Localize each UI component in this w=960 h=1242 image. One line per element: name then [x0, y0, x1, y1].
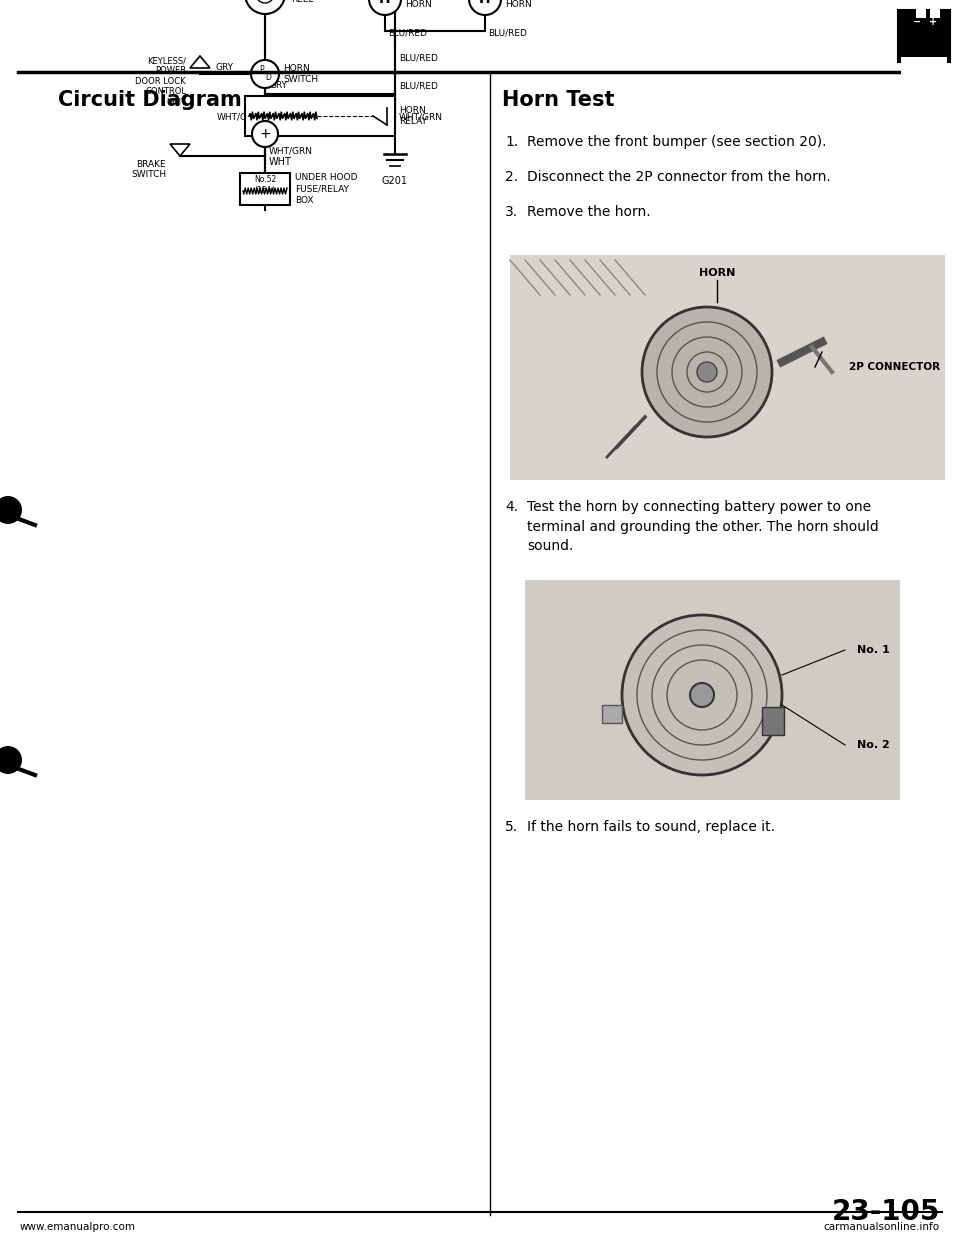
- Text: Circuit Diagram: Circuit Diagram: [58, 89, 242, 111]
- Text: Remove the front bumper (see section 20).: Remove the front bumper (see section 20)…: [527, 135, 827, 149]
- Circle shape: [697, 361, 717, 383]
- Text: UNDER HOOD
FUSE/RELAY
BOX: UNDER HOOD FUSE/RELAY BOX: [295, 174, 357, 205]
- Text: P: P: [260, 66, 264, 75]
- Circle shape: [245, 0, 285, 14]
- Text: 23-105: 23-105: [831, 1199, 940, 1226]
- Text: 5.: 5.: [505, 820, 518, 833]
- Text: G201: G201: [382, 176, 408, 186]
- Text: +: +: [929, 17, 937, 27]
- Text: www.emanualpro.com: www.emanualpro.com: [20, 1222, 136, 1232]
- Text: HORN: HORN: [699, 268, 735, 278]
- Circle shape: [251, 60, 279, 88]
- Text: HIGH
HORN: HIGH HORN: [405, 0, 432, 9]
- Circle shape: [256, 0, 274, 2]
- Text: LOW
HORN: LOW HORN: [505, 0, 532, 9]
- Text: Test the horn by connecting battery power to one
terminal and grounding the othe: Test the horn by connecting battery powe…: [527, 501, 878, 553]
- Circle shape: [252, 120, 278, 147]
- Circle shape: [622, 615, 782, 775]
- Text: D: D: [265, 73, 271, 82]
- Text: H: H: [479, 0, 491, 6]
- Circle shape: [469, 0, 501, 15]
- Text: 3.: 3.: [505, 205, 518, 219]
- Text: KEYLESS/
POWER
DOOR LOCK
CONTROL
UNIT: KEYLESS/ POWER DOOR LOCK CONTROL UNIT: [135, 56, 186, 107]
- Text: BLU/RED: BLU/RED: [488, 29, 527, 37]
- Text: 4.: 4.: [505, 501, 518, 514]
- Text: 2P CONNECTOR: 2P CONNECTOR: [849, 361, 940, 373]
- Text: WHT/GRN: WHT/GRN: [217, 113, 261, 122]
- Text: WHT/GRN: WHT/GRN: [269, 147, 313, 155]
- Text: GRY: GRY: [269, 82, 287, 91]
- Bar: [525, 580, 900, 800]
- Text: H: H: [379, 0, 391, 6]
- Text: Remove the horn.: Remove the horn.: [527, 205, 651, 219]
- Text: carmanualsonline.info: carmanualsonline.info: [824, 1222, 940, 1232]
- Polygon shape: [190, 56, 210, 68]
- Text: No. 1: No. 1: [857, 645, 890, 655]
- Bar: [930, 7, 940, 17]
- Bar: [916, 7, 926, 17]
- Bar: [602, 705, 622, 723]
- Text: HORN
SWITCH: HORN SWITCH: [283, 65, 318, 83]
- Text: No.52
(15A): No.52 (15A): [253, 175, 276, 195]
- Text: BLU/RED: BLU/RED: [399, 53, 438, 62]
- Bar: [898, 10, 950, 62]
- Text: BLU/RED: BLU/RED: [399, 82, 438, 91]
- Circle shape: [642, 307, 772, 437]
- Polygon shape: [170, 144, 190, 156]
- Bar: [762, 707, 784, 735]
- Bar: [240, 173, 290, 205]
- Circle shape: [690, 683, 714, 707]
- Circle shape: [0, 746, 22, 774]
- Text: BODY: BODY: [904, 37, 944, 51]
- Bar: [510, 255, 945, 479]
- Text: HORN
RELAY: HORN RELAY: [399, 107, 427, 125]
- Text: CABLE
REEL: CABLE REEL: [291, 0, 320, 4]
- Text: BLU/RED: BLU/RED: [388, 29, 427, 37]
- Bar: [901, 57, 947, 84]
- Text: −: −: [913, 17, 921, 27]
- Text: GRY: GRY: [216, 63, 234, 72]
- Text: Disconnect the 2P connector from the horn.: Disconnect the 2P connector from the hor…: [527, 170, 830, 184]
- Text: No. 2: No. 2: [857, 740, 890, 750]
- Text: WHT/GRN: WHT/GRN: [399, 113, 443, 122]
- Text: WHT: WHT: [269, 156, 292, 166]
- Text: If the horn fails to sound, replace it.: If the horn fails to sound, replace it.: [527, 820, 775, 833]
- Text: BATTERY: BATTERY: [244, 107, 286, 117]
- Text: 2.: 2.: [505, 170, 518, 184]
- Text: BRAKE
SWITCH: BRAKE SWITCH: [131, 160, 166, 179]
- Text: Horn Test: Horn Test: [502, 89, 614, 111]
- Text: +: +: [259, 127, 271, 142]
- Circle shape: [0, 496, 22, 524]
- Circle shape: [369, 0, 401, 15]
- Text: 1.: 1.: [505, 135, 518, 149]
- Bar: [245, 96, 395, 137]
